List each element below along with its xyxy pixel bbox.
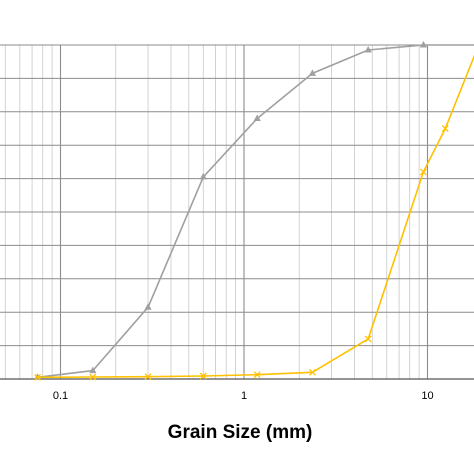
- series-1-point: [89, 366, 97, 374]
- x-tick-label: 10: [421, 390, 433, 402]
- x-tick-label: 0.1: [53, 390, 68, 402]
- series-2-point: [89, 373, 97, 381]
- series-1-point: [199, 172, 207, 180]
- series-2-point: [144, 373, 152, 381]
- major-gridlines: [0, 44, 474, 380]
- series-line-2: [37, 54, 474, 379]
- series-2-point: [364, 335, 372, 343]
- series-layer: [33, 41, 474, 381]
- series-2-point: [199, 372, 207, 380]
- x-axis-title: Grain Size (mm): [168, 422, 313, 443]
- series-1-point: [308, 69, 317, 76]
- x-tick-labels: 0.1 1 10: [53, 390, 434, 402]
- series-1-point: [144, 303, 152, 310]
- series-line-1: [37, 44, 474, 379]
- series-1-point: [419, 41, 428, 48]
- x-tick-label: 1: [241, 390, 247, 402]
- series-2-point: [34, 373, 42, 381]
- series-2-point: [253, 371, 261, 379]
- series-1-point: [253, 114, 261, 121]
- series-2-point: [308, 368, 316, 376]
- series-1-point: [364, 46, 372, 53]
- series-2-point: [419, 168, 427, 176]
- series-2-point: [441, 125, 449, 132]
